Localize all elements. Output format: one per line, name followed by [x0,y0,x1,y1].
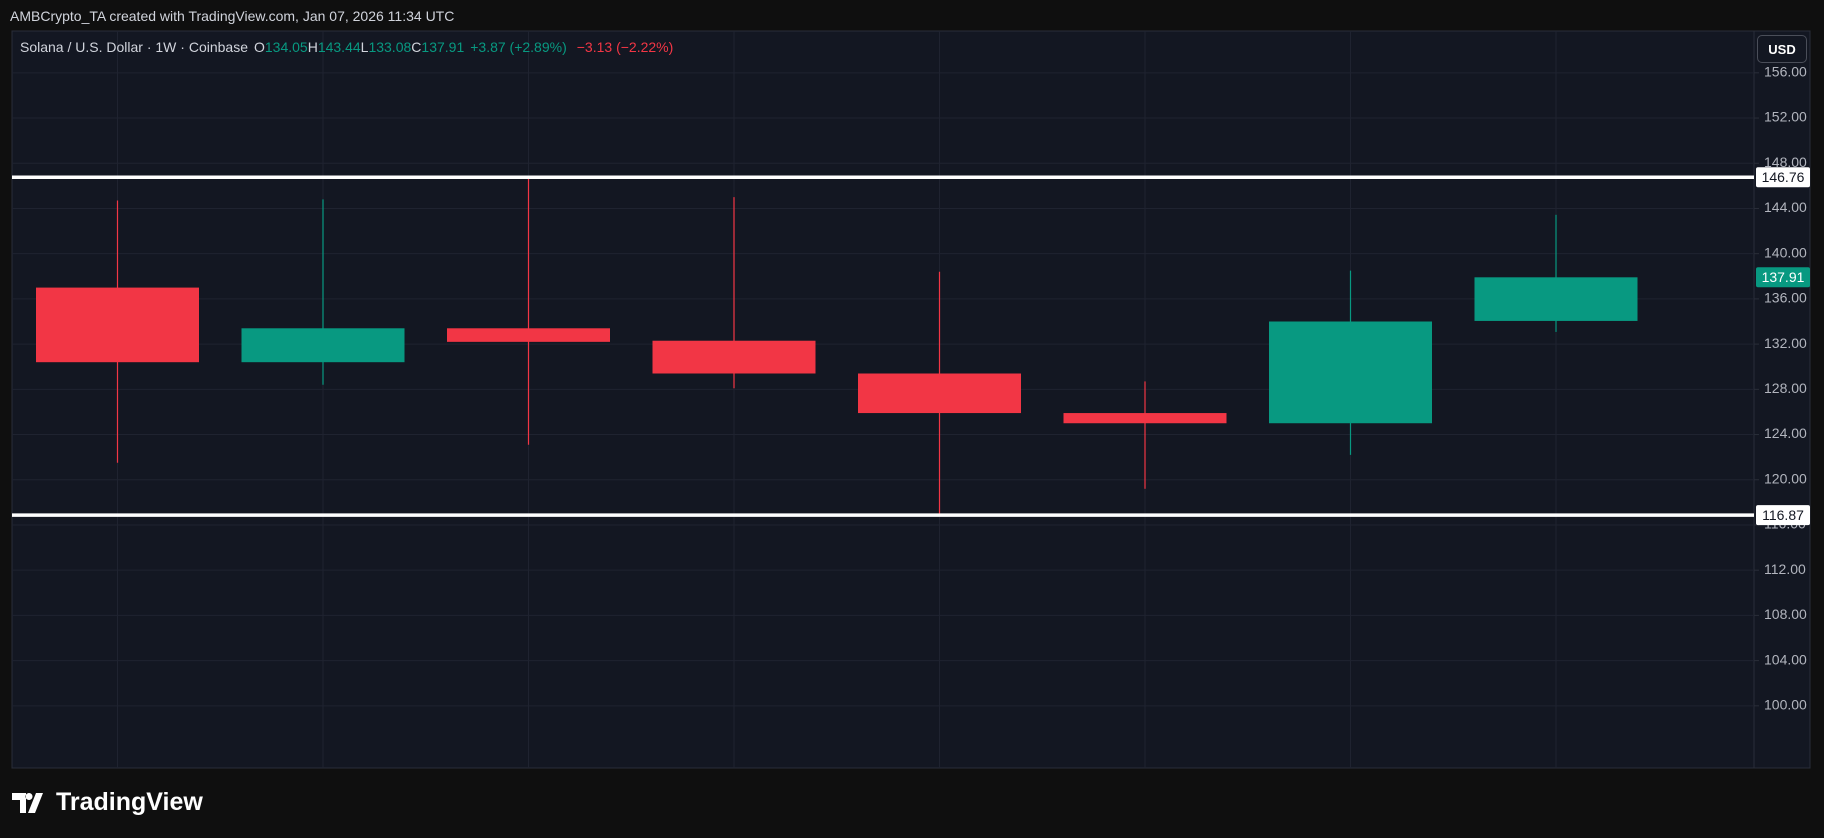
y-tick-label: 132.00 [1764,335,1807,351]
y-tick-label: 100.00 [1764,697,1807,713]
level-label: 146.76 [1762,169,1805,185]
candle-body [652,340,816,374]
chart: 100.00104.00108.00112.00116.00120.00124.… [11,30,1811,780]
y-tick-label: 104.00 [1764,651,1807,667]
y-tick-label: 108.00 [1764,606,1807,622]
x-tick-label: 15 [932,777,948,780]
y-tick-label: 112.00 [1764,561,1806,577]
ohlc-label: C [411,39,422,55]
candle-body [1474,277,1638,321]
candle-body [36,287,199,363]
x-tick-label: 2026 [1540,777,1571,780]
candle-body [1269,321,1432,424]
ohlc-value: 134.05 [264,39,308,55]
legend-title: Solana / U.S. Dollar · 1W · Coinbase [20,39,248,55]
level-label-box [1756,167,1810,188]
legend-secondary-change: −3.13 (−2.22%) [576,39,674,55]
ohlc-label: H [307,39,318,55]
brand-logo [12,792,43,813]
candle-body [447,328,610,342]
ohlc-label: L [360,39,369,55]
x-tick-label: 17 [110,777,126,780]
y-tick-label: 124.00 [1764,425,1807,441]
y-tick-label: 128.00 [1764,380,1807,396]
ohlc-label: O [253,39,265,55]
last-price-box [1756,267,1810,288]
y-tick-label: 140.00 [1764,244,1807,260]
ohlc-value: 137.91 [421,39,465,55]
ohlc-value: 133.08 [368,39,412,55]
y-tick-label: 156.00 [1764,64,1807,80]
y-tick-label: 120.00 [1764,470,1807,486]
candle-body [1063,413,1227,424]
level-label: 116.87 [1762,507,1804,523]
level-label-box [1756,505,1810,526]
legend: Solana / U.S. Dollar · 1W · Coinbase O134… [20,39,673,55]
x-tick-label: 22 [1137,777,1153,780]
ohlc-value: 143.44 [317,39,361,55]
currency-button[interactable]: USD [1757,35,1807,63]
x-tick-label: 8 [730,777,738,780]
brand: TradingView [12,788,203,817]
legend-change: +3.87 (+2.89%) [470,39,567,55]
brand-name: TradingView [56,788,203,816]
candle-body [858,373,1021,414]
candle-body [241,328,405,363]
x-tick-label: 29 [1343,777,1359,780]
y-tick-label: 148.00 [1764,154,1807,170]
x-tick-label: 24 [315,777,331,780]
y-tick-label: 152.00 [1764,109,1807,125]
y-tick-label: 136.00 [1764,290,1807,306]
x-tick-label: Dec [516,777,541,780]
y-tick-label: 144.00 [1764,199,1807,215]
attribution: AMBCrypto_TA created with TradingView.co… [10,8,455,24]
last-price-label: 137.91 [1762,269,1805,285]
